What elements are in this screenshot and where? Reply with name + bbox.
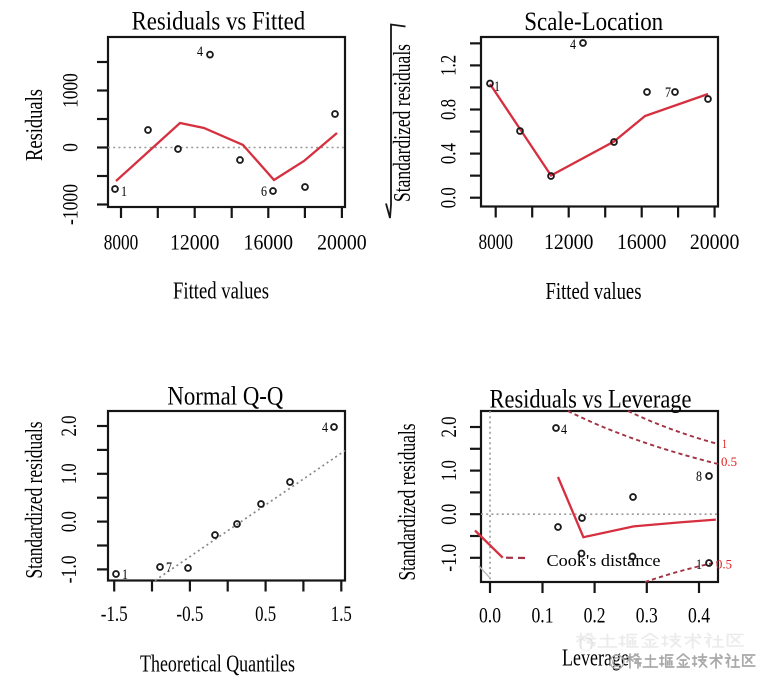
svg-text:-1.0: -1.0 [56, 555, 81, 583]
svg-text:0.0: 0.0 [436, 187, 461, 208]
svg-text:-1.0: -1.0 [436, 544, 461, 572]
svg-text:4: 4 [322, 420, 328, 436]
svg-text:1.0: 1.0 [56, 463, 81, 484]
svg-text:1.2: 1.2 [436, 55, 461, 76]
svg-text:Residuals vs Leverage: Residuals vs Leverage [490, 385, 692, 414]
svg-text:Fitted values: Fitted values [173, 279, 269, 305]
svg-text:1000: 1000 [58, 73, 83, 108]
svg-text:Standardized residuals: Standardized residuals [395, 424, 421, 581]
svg-text:1: 1 [696, 557, 702, 573]
svg-text:Residuals vs Fitted: Residuals vs Fitted [132, 7, 306, 36]
svg-text:Cook's distance: Cook's distance [547, 551, 661, 570]
svg-text:Residuals: Residuals [22, 89, 48, 161]
svg-text:-0.5: -0.5 [176, 601, 203, 626]
svg-text:1.5: 1.5 [331, 601, 352, 626]
svg-text:1.0: 1.0 [436, 460, 461, 481]
svg-text:2.0: 2.0 [56, 416, 81, 437]
svg-text:4: 4 [561, 422, 567, 438]
svg-text:Fitted values: Fitted values [546, 279, 642, 305]
svg-text:8000: 8000 [478, 229, 513, 254]
svg-text:Standardized residuals: Standardized residuals [22, 422, 48, 579]
svg-text:0.2: 0.2 [584, 603, 606, 628]
svg-text:Scale-Location: Scale-Location [524, 7, 663, 36]
svg-text:Leverage: Leverage [562, 646, 629, 672]
svg-text:0.4: 0.4 [688, 603, 710, 628]
svg-text:2.0: 2.0 [436, 417, 461, 438]
svg-text:1: 1 [121, 184, 127, 200]
svg-text:16000: 16000 [244, 230, 294, 255]
svg-text:-1.5: -1.5 [101, 601, 128, 626]
svg-text:1: 1 [722, 436, 727, 451]
svg-text:Standardized residuals: Standardized residuals [390, 44, 416, 202]
svg-text:12000: 12000 [170, 230, 220, 255]
svg-text:Theoretical Quantiles: Theoretical Quantiles [140, 652, 295, 678]
svg-text:0.0: 0.0 [56, 511, 81, 532]
svg-text:0.0: 0.0 [436, 504, 461, 525]
svg-text:1: 1 [122, 567, 128, 583]
svg-text:7: 7 [665, 85, 671, 101]
svg-text:4: 4 [570, 37, 576, 53]
svg-text:8000: 8000 [104, 230, 139, 255]
svg-text:Normal Q-Q: Normal Q-Q [167, 382, 283, 411]
svg-text:20000: 20000 [690, 229, 740, 254]
svg-text:-1000: -1000 [58, 184, 83, 225]
svg-text:0.3: 0.3 [636, 603, 658, 628]
svg-text:12000: 12000 [544, 229, 594, 254]
svg-text:0.8: 0.8 [436, 99, 461, 120]
svg-text:0.4: 0.4 [436, 143, 461, 164]
svg-text:7: 7 [166, 560, 172, 576]
svg-text:1: 1 [494, 79, 500, 95]
svg-text:4: 4 [197, 44, 203, 60]
svg-text:0: 0 [58, 143, 83, 152]
svg-text:0.5: 0.5 [716, 557, 732, 572]
svg-text:0.5: 0.5 [255, 601, 276, 626]
svg-text:0.5: 0.5 [721, 454, 737, 469]
svg-text:6: 6 [261, 184, 267, 200]
svg-text:0.1: 0.1 [532, 603, 554, 628]
svg-text:8: 8 [696, 469, 702, 485]
svg-text:0.0: 0.0 [479, 603, 501, 628]
svg-text:20000: 20000 [317, 230, 367, 255]
svg-text:16000: 16000 [617, 229, 667, 254]
